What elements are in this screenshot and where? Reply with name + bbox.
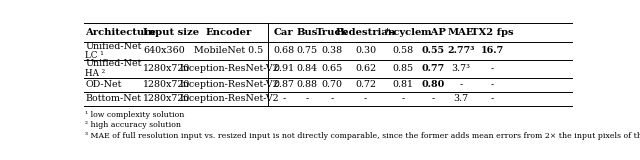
Text: -: - [459, 80, 462, 89]
Text: Inception-ResNet-V2: Inception-ResNet-V2 [179, 64, 279, 73]
Text: -: - [490, 64, 493, 73]
Text: 0.85: 0.85 [392, 64, 413, 73]
Text: 16.7: 16.7 [481, 46, 504, 55]
Text: -: - [330, 94, 333, 104]
Text: 0.55: 0.55 [422, 46, 445, 55]
Text: Bus: Bus [296, 28, 317, 37]
Text: ¹ low complexity solution: ¹ low complexity solution [86, 111, 185, 119]
Text: Architecture: Architecture [86, 28, 156, 37]
Text: 0.58: 0.58 [392, 46, 413, 55]
Text: 3.7: 3.7 [453, 94, 468, 104]
Text: -: - [490, 94, 493, 104]
Text: MAE: MAE [447, 28, 474, 37]
Text: Encoder: Encoder [205, 28, 252, 37]
Text: Input size: Input size [143, 28, 199, 37]
Text: TX2 fps: TX2 fps [470, 28, 513, 37]
Text: *-cycle: *-cycle [385, 28, 422, 37]
Text: 640x360: 640x360 [143, 46, 185, 55]
Text: 0.62: 0.62 [355, 64, 376, 73]
Text: 0.84: 0.84 [296, 64, 317, 73]
Text: 1280x720: 1280x720 [143, 94, 191, 104]
Text: -: - [401, 94, 404, 104]
Text: 0.75: 0.75 [296, 46, 317, 55]
Text: MobileNet 0.5: MobileNet 0.5 [195, 46, 264, 55]
Text: mAP: mAP [420, 28, 446, 37]
Text: 0.80: 0.80 [422, 80, 445, 89]
Text: 0.68: 0.68 [273, 46, 294, 55]
Text: Inception-ResNet-V2: Inception-ResNet-V2 [179, 94, 279, 104]
Text: HA ²: HA ² [86, 69, 106, 78]
Text: -: - [305, 94, 308, 104]
Text: OD-Net: OD-Net [86, 80, 122, 89]
Text: 0.65: 0.65 [321, 64, 342, 73]
Text: -: - [432, 94, 435, 104]
Text: LC ¹: LC ¹ [86, 51, 104, 60]
Text: Inception-ResNet-V2: Inception-ResNet-V2 [179, 80, 279, 89]
Text: Unified-Net: Unified-Net [86, 42, 142, 51]
Text: Bottom-Net: Bottom-Net [86, 94, 141, 104]
Text: Truck: Truck [316, 28, 348, 37]
Text: -: - [364, 94, 367, 104]
Text: ³ MAE of full resolution input vs. resized input is not directly comparable, sin: ³ MAE of full resolution input vs. resiz… [86, 132, 640, 140]
Text: 1280x720: 1280x720 [143, 80, 191, 89]
Text: 0.91: 0.91 [273, 64, 294, 73]
Text: ² high accuracy solution: ² high accuracy solution [86, 121, 182, 129]
Text: 0.30: 0.30 [355, 46, 376, 55]
Text: Car: Car [274, 28, 294, 37]
Text: Pedestrian: Pedestrian [335, 28, 396, 37]
Text: 0.72: 0.72 [355, 80, 376, 89]
Text: 1280x720: 1280x720 [143, 64, 191, 73]
Text: 0.77: 0.77 [422, 64, 445, 73]
Text: 0.38: 0.38 [321, 46, 342, 55]
Text: 0.87: 0.87 [273, 80, 294, 89]
Text: 0.81: 0.81 [393, 80, 413, 89]
Text: 2.77³: 2.77³ [447, 46, 474, 55]
Text: -: - [490, 80, 493, 89]
Text: 0.70: 0.70 [321, 80, 342, 89]
Text: 3.7³: 3.7³ [451, 64, 470, 73]
Text: -: - [282, 94, 285, 104]
Text: 0.88: 0.88 [296, 80, 317, 89]
Text: Unified-Net: Unified-Net [86, 60, 142, 68]
